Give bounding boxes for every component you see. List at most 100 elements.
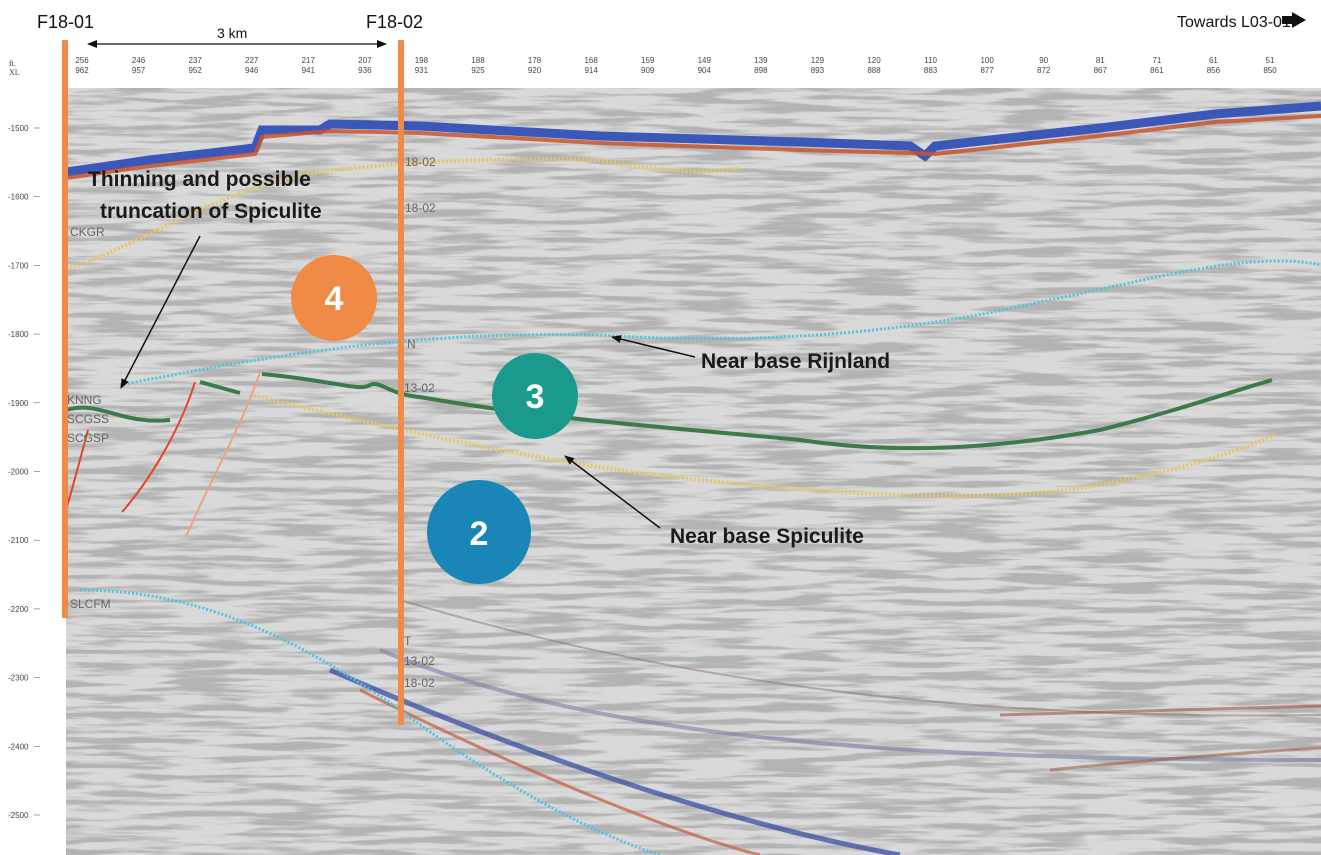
unit-2-marker: 2 bbox=[427, 480, 531, 584]
x-axis-xline-label: 941 bbox=[302, 66, 316, 75]
tag-knng: KNNG bbox=[67, 393, 102, 407]
x-axis-inline-label: 81 bbox=[1096, 56, 1105, 65]
depth-axis-label: -2400 bbox=[8, 742, 29, 751]
x-axis-inline-label: 61 bbox=[1209, 56, 1218, 65]
x-axis-xline-label: 893 bbox=[811, 66, 825, 75]
tag-n: N bbox=[407, 337, 416, 351]
depth-axis-label: -2300 bbox=[8, 674, 29, 683]
tag-well-5: 18-02 bbox=[404, 676, 435, 690]
annotation-near-base-spiculite: Near base Spiculite bbox=[564, 455, 864, 548]
unit-3-label: 3 bbox=[526, 378, 545, 416]
scale-bar-label: 3 km bbox=[217, 25, 247, 41]
x-axis-inline-label: 256 bbox=[75, 56, 89, 65]
thinning-arrow bbox=[120, 235, 201, 389]
x-axis-inline-label: 207 bbox=[358, 56, 372, 65]
annotation-near-base-rijnland: Near base Rijnland bbox=[611, 335, 890, 373]
tag-well-2: 18-02 bbox=[405, 201, 436, 215]
depth-axis-label: -1700 bbox=[8, 261, 29, 270]
well-label-f18-02: F18-02 bbox=[366, 12, 423, 32]
depth-axis-label: -1500 bbox=[8, 124, 29, 133]
x-axis-inline-label: 159 bbox=[641, 56, 655, 65]
depth-axis-label: -1600 bbox=[8, 193, 29, 202]
well-label-f18-01: F18-01 bbox=[37, 12, 94, 32]
x-axis-xline-label: 904 bbox=[698, 66, 712, 75]
x-axis-xline-label: 957 bbox=[132, 66, 146, 75]
depth-axis-label: -1800 bbox=[8, 330, 29, 339]
x-axis-xline-label: 898 bbox=[754, 66, 768, 75]
unit-4-marker: 4 bbox=[291, 255, 377, 341]
x-axis-inline-label: 178 bbox=[528, 56, 542, 65]
spiculite-arrow bbox=[564, 455, 661, 529]
right-arrow-icon bbox=[1282, 12, 1306, 28]
tag-well-3: 13-02 bbox=[404, 381, 435, 395]
x-axis-inline-label: 246 bbox=[132, 56, 146, 65]
unit-2-label: 2 bbox=[470, 515, 489, 553]
tag-t: T bbox=[404, 634, 412, 648]
rijnland-text: Near base Rijnland bbox=[701, 350, 890, 373]
x-axis-inline-label: 217 bbox=[302, 56, 316, 65]
annotation-thinning: Thinning and possible truncation of Spic… bbox=[88, 168, 322, 389]
x-axis-inline-label: 237 bbox=[188, 56, 202, 65]
depth-axis-label: -1900 bbox=[8, 399, 29, 408]
x-axis-xline-label: 936 bbox=[358, 66, 372, 75]
x-axis-xline-label: 888 bbox=[867, 66, 881, 75]
x-axis-xline-label: 962 bbox=[75, 66, 89, 75]
x-axis-labels: 2569622469572379522279462179412079361989… bbox=[75, 56, 1277, 75]
tag-scgss: SCGSS bbox=[67, 412, 109, 426]
x-axis-inline-label: 120 bbox=[867, 56, 881, 65]
depth-axis-label: -2100 bbox=[8, 536, 29, 545]
depth-axis-label: -2500 bbox=[8, 811, 29, 820]
depth-axis-label: -2000 bbox=[8, 468, 29, 477]
x-axis-xline-label: 850 bbox=[1263, 66, 1277, 75]
x-axis-xline-label: 946 bbox=[245, 66, 259, 75]
x-axis-inline-label: 90 bbox=[1039, 56, 1048, 65]
towards-label: Towards L03-01 bbox=[1177, 14, 1291, 31]
horizon-green bbox=[66, 372, 1273, 451]
horizon-tags: CKGR KNNG SCGSS SCGSP SLCFM N T 18-02 18… bbox=[67, 155, 436, 690]
unit-3-marker: 3 bbox=[492, 353, 578, 439]
seabed-reflector bbox=[66, 101, 1321, 180]
x-axis-xline-label: 920 bbox=[528, 66, 542, 75]
x-axis-xline-label: 914 bbox=[584, 66, 598, 75]
horizon-near-base-spiculite bbox=[249, 393, 1276, 498]
x-axis-xline-label: 867 bbox=[1094, 66, 1108, 75]
tag-slcfm: SLCFM bbox=[70, 597, 111, 611]
thinning-text-line1: Thinning and possible bbox=[88, 168, 311, 191]
x-axis-xline-label: 925 bbox=[471, 66, 485, 75]
x-axis-xline-label: 931 bbox=[415, 66, 429, 75]
tag-well-1: 18-02 bbox=[405, 155, 436, 169]
unit-4-label: 4 bbox=[325, 280, 344, 318]
x-axis-xline-label: 877 bbox=[980, 66, 994, 75]
seismic-background bbox=[66, 88, 1321, 855]
x-axis-xline-label: 909 bbox=[641, 66, 655, 75]
x-axis-inline-label: 71 bbox=[1152, 56, 1161, 65]
rijnland-arrow bbox=[611, 335, 696, 358]
x-axis-xline-label: 872 bbox=[1037, 66, 1051, 75]
depth-axis-labels: -1500 -1600 -1700 -1800 -1900 -2000 -2100 -2200… bbox=[8, 124, 40, 820]
horizon-slcfm bbox=[79, 588, 661, 855]
x-axis-inline-label: 227 bbox=[245, 56, 259, 65]
axis-unit-xl: XL bbox=[9, 68, 20, 77]
x-axis-xline-label: 883 bbox=[924, 66, 938, 75]
tag-ckgr: CKGR bbox=[70, 225, 105, 239]
tag-scgsp: SCGSP bbox=[67, 431, 109, 445]
x-axis-xline-label: 952 bbox=[188, 66, 202, 75]
x-axis-inline-label: 110 bbox=[924, 56, 937, 65]
x-axis-xline-label: 861 bbox=[1150, 66, 1164, 75]
well-line-f18-01 bbox=[62, 40, 68, 618]
well-line-f18-02 bbox=[398, 40, 404, 725]
x-axis-inline-label: 149 bbox=[698, 56, 712, 65]
horizon-ckgr bbox=[66, 157, 741, 272]
x-axis-inline-label: 198 bbox=[415, 56, 429, 65]
x-axis-inline-label: 168 bbox=[584, 56, 598, 65]
x-axis-xline-label: 856 bbox=[1207, 66, 1221, 75]
axis-unit-ft: ft. bbox=[9, 59, 16, 68]
tag-well-4: 13-02 bbox=[404, 654, 435, 668]
x-axis-inline-label: 188 bbox=[471, 56, 485, 65]
x-axis-inline-label: 51 bbox=[1266, 56, 1275, 65]
horizon-near-base-rijnland bbox=[119, 259, 1321, 387]
spiculite-text: Near base Spiculite bbox=[670, 525, 864, 548]
x-axis-inline-label: 129 bbox=[811, 56, 825, 65]
